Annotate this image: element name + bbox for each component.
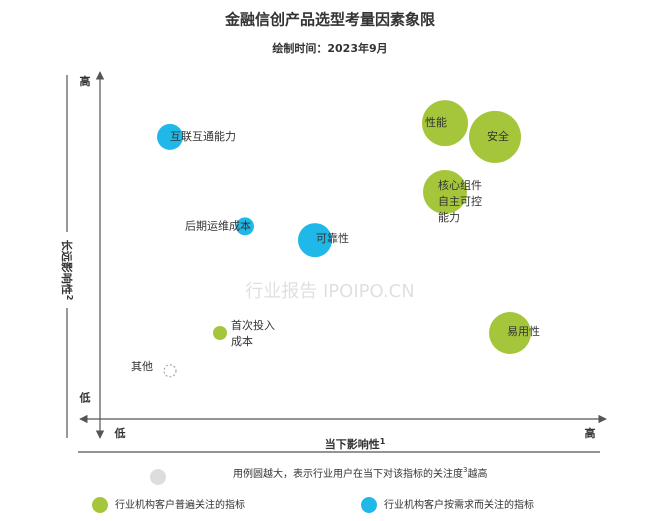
bubble-label: 成本 [231, 334, 253, 348]
x-axis-title: 当下影响性1 [325, 437, 386, 452]
size-note-sup: 3 [463, 466, 467, 474]
bubble [489, 312, 531, 354]
chart-title: 金融信创产品选型考量因素象限 [224, 11, 435, 29]
legend-label: 行业机构客户按需求而关注的指标 [384, 498, 534, 511]
bubble-label: 首次投入 [231, 318, 275, 332]
bubble-label: 其他 [131, 360, 153, 373]
size-note-text: 越高 [467, 467, 487, 480]
bubble [213, 326, 227, 340]
x-axis-label: 当下影响性 [325, 437, 380, 451]
size-note-text: 用例圆越大，表示行业用户在当下对该指标的关注度 [233, 467, 463, 480]
legend-icon [361, 497, 377, 513]
size-note: 用例圆越大，表示行业用户在当下对该指标的关注度3越高 [233, 466, 487, 480]
watermark: 行业报告 IPOIPO.CN [245, 281, 414, 302]
chart-subtitle: 绘制时间：2023年9月 [272, 41, 387, 55]
x-tick-label: 低 [114, 426, 126, 440]
bubble [422, 100, 468, 147]
bubble [163, 364, 177, 378]
bubble [236, 217, 254, 236]
legend-label: 行业机构客户普遍关注的指标 [115, 498, 245, 511]
bubble-label: 能力 [438, 210, 460, 224]
bubble [423, 169, 467, 214]
x-tick-label: 高 [585, 426, 596, 440]
bubble-label: 自主可控 [438, 194, 482, 208]
bubble-label: 后期运维成本 [185, 218, 251, 232]
size-legend-icon [150, 469, 166, 485]
y-axis-title: 长远影响性2 [60, 240, 75, 301]
bubble [298, 223, 332, 258]
bubble-label: 易用性 [507, 324, 540, 338]
y-axis-note: 2 [66, 295, 75, 301]
bubble-label: 可靠性 [316, 231, 349, 245]
x-axis-note: 1 [380, 437, 386, 446]
bubble [157, 123, 183, 150]
bubble-label: 互联互通能力 [170, 129, 236, 143]
bubble-label: 安全 [487, 129, 509, 143]
y-tick-label: 高 [80, 74, 91, 88]
y-axis-label: 长远影响性 [60, 240, 74, 295]
bubble-label: 核心组件 [438, 178, 482, 192]
legend-icon [92, 497, 108, 513]
bubble [469, 110, 521, 163]
bubble-label: 性能 [425, 115, 447, 129]
y-tick-label: 低 [79, 390, 91, 404]
